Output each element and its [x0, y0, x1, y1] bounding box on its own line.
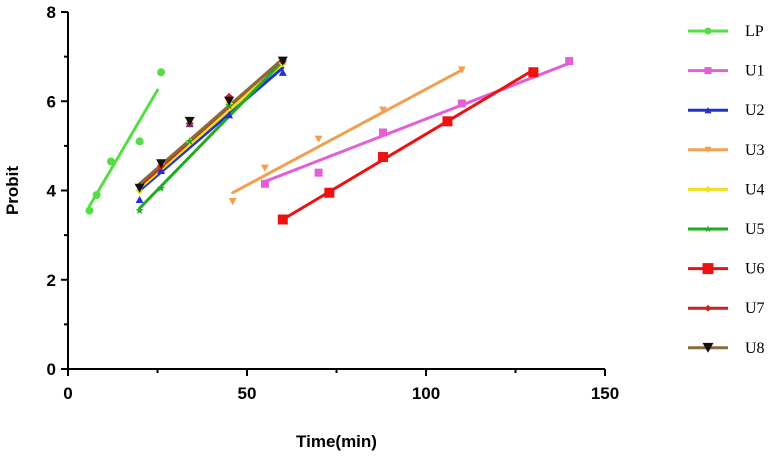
- legend-marker-u2: [704, 107, 712, 114]
- point-u3: [260, 164, 269, 172]
- point-u5: [135, 206, 144, 215]
- point-u3: [379, 106, 388, 114]
- legend-label-u6: U6: [745, 261, 765, 278]
- point-u6: [442, 116, 453, 127]
- fit-line-u2: [138, 66, 285, 192]
- data-points: [85, 56, 574, 225]
- y-axis-title: Probit: [3, 166, 22, 215]
- point-lp: [85, 206, 94, 215]
- legend-label-u5: U5: [745, 221, 765, 238]
- x-tick-label: 50: [238, 384, 257, 403]
- fit-line-u3: [231, 68, 464, 195]
- legend: LP U1 U2 U3 U4 U5 U6 U7 U8: [688, 23, 765, 357]
- x-tick-label: 0: [63, 384, 72, 403]
- point-u3: [457, 66, 466, 74]
- point-u1: [565, 57, 574, 66]
- legend-marker-u4: [704, 185, 712, 193]
- x-tick-label: 150: [591, 384, 619, 403]
- point-u1: [260, 179, 269, 188]
- point-lp: [157, 68, 166, 77]
- point-u8: [224, 96, 235, 106]
- legend-marker-u5: [704, 225, 712, 233]
- point-u1: [314, 168, 323, 177]
- legend-label-u3: U3: [745, 142, 765, 159]
- y-tick-label: 0: [47, 360, 56, 379]
- axes: [61, 11, 606, 376]
- y-tick-labels: 0 2 4 6 8: [47, 3, 57, 379]
- y-tick-label: 2: [47, 271, 56, 290]
- x-axis-title: Time(min): [296, 432, 377, 451]
- y-tick-label: 8: [47, 3, 56, 22]
- point-u1: [379, 128, 388, 137]
- point-u3: [314, 135, 323, 143]
- point-u5: [185, 137, 194, 145]
- point-u5: [156, 183, 166, 192]
- point-u2: [135, 195, 144, 204]
- point-u6: [528, 67, 539, 78]
- fit-line-lp: [87, 88, 159, 208]
- point-u6: [324, 187, 335, 198]
- point-u8: [277, 56, 288, 66]
- legend-marker-u8: [702, 342, 714, 353]
- x-tick-label: 100: [412, 384, 440, 403]
- legend-label-u4: U4: [745, 181, 765, 198]
- legend-label-u2: U2: [745, 102, 765, 119]
- legend-marker-lp: [704, 27, 712, 35]
- fit-line-u1: [263, 61, 571, 184]
- point-lp: [92, 190, 101, 199]
- legend-marker-u6: [702, 263, 714, 275]
- point-u3: [228, 198, 237, 206]
- legend-marker-u3: [704, 146, 712, 153]
- y-tick-label: 4: [47, 182, 57, 201]
- legend-marker-u1: [704, 67, 712, 75]
- point-u8: [156, 159, 167, 169]
- point-u8: [134, 183, 145, 193]
- point-u8: [184, 116, 195, 126]
- legend-label-u7: U7: [745, 300, 765, 317]
- point-u2: [225, 111, 234, 119]
- legend-label-u8: U8: [745, 340, 765, 357]
- y-tick-label: 6: [47, 92, 56, 111]
- point-lp: [106, 157, 115, 166]
- x-tick-labels: 0 50 100 150: [63, 384, 619, 403]
- point-u2: [278, 68, 287, 76]
- legend-label-u1: U1: [745, 63, 765, 80]
- point-u2: [157, 166, 166, 175]
- legend-label-lp: LP: [745, 23, 764, 40]
- point-lp: [135, 137, 144, 146]
- fit-line-u5: [138, 59, 285, 210]
- point-u1: [457, 99, 466, 108]
- point-u6: [277, 214, 288, 225]
- point-u6: [378, 152, 389, 163]
- legend-marker-u7: [704, 304, 712, 312]
